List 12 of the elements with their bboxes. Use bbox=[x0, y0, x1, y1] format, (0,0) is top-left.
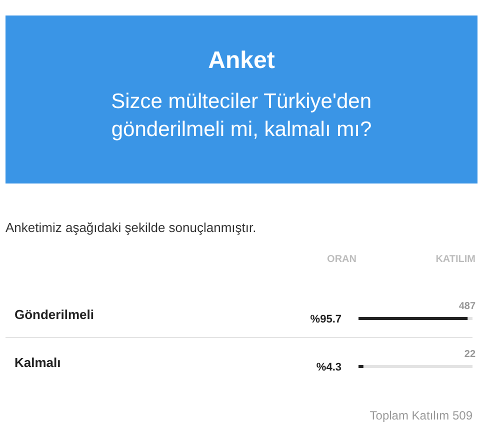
text: Anketimiz aşağıdaki şekilde sonuçlanmıştır. bbox=[6, 220, 256, 235]
chart-subtitle: Sizce mülteciler Türkiye'den gönderilmeli mi, kalmalı mı? bbox=[111, 90, 372, 141]
annotation: 22 bbox=[464, 349, 476, 360]
text: KATILIM bbox=[436, 254, 476, 265]
data-label: %4.3 bbox=[316, 362, 342, 374]
chart-title: Anket bbox=[208, 47, 275, 74]
text: Toplam Katılım 509 bbox=[370, 408, 473, 422]
y-tick-label: Kalmalı bbox=[14, 355, 61, 370]
data-label: %95.7 bbox=[310, 314, 342, 326]
annotation: 487 bbox=[458, 301, 476, 312]
y-tick-label: Gönderilmeli bbox=[14, 307, 94, 322]
text: ORAN bbox=[327, 254, 357, 265]
